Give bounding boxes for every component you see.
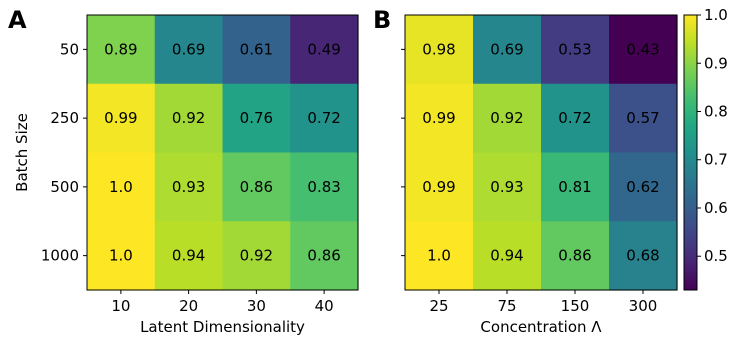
colorbar-tick-label: 1.0 xyxy=(704,6,728,24)
x-tick-label: 300 xyxy=(629,297,658,315)
panel-label: A xyxy=(8,6,27,34)
heatmap-cell xyxy=(290,15,359,85)
axes-frame xyxy=(86,14,359,291)
heatmap-cell xyxy=(222,15,291,85)
cell-value-label: 0.61 xyxy=(240,40,273,58)
cell-value-label: 1.0 xyxy=(109,178,133,196)
heatmap-cell xyxy=(473,83,542,154)
cell-value-label: 1.0 xyxy=(109,247,133,265)
cell-value-label: 0.86 xyxy=(240,178,273,196)
cell-value-label: 0.99 xyxy=(422,109,455,127)
x-axis-label: Concentration Λ xyxy=(480,318,602,336)
heatmap-cell xyxy=(405,152,474,222)
cell-value-label: 0.83 xyxy=(307,178,340,196)
y-tick-label: 50 xyxy=(60,40,79,58)
x-tick-label: 75 xyxy=(497,297,516,315)
cell-value-label: 0.92 xyxy=(240,247,273,265)
cell-value-label: 0.86 xyxy=(558,247,591,265)
colorbar-tick-label: 0.7 xyxy=(704,151,728,169)
cell-value-label: 0.72 xyxy=(307,109,340,127)
cell-value-label: 0.81 xyxy=(558,178,591,196)
heatmap-cell xyxy=(541,152,610,222)
heatmap-panel-b: 0.98 0.69 0.53 0.43 0.99 0.92 0.72 0.57 0.99 0.93… xyxy=(373,6,678,336)
colorbar-tick-label: 0.9 xyxy=(704,54,728,72)
cell-value-label: 0.99 xyxy=(422,178,455,196)
y-tick-label: 500 xyxy=(50,178,79,196)
heatmap-cell xyxy=(290,152,359,222)
heatmap-cell xyxy=(87,83,156,154)
y-axis-label: Batch Size xyxy=(13,113,31,192)
colorbar: 0.5 0.6 0.7 0.8 0.9 1.0 xyxy=(683,6,728,291)
heatmap-cell xyxy=(222,83,291,154)
heatmap-cell xyxy=(154,221,224,291)
heatmap-cell xyxy=(87,152,156,222)
cell-value-label: 0.92 xyxy=(172,109,205,127)
cell-value-label: 0.43 xyxy=(626,40,659,58)
cell-value-label: 0.53 xyxy=(558,40,591,58)
cell-value-label: 0.98 xyxy=(422,40,455,58)
x-tick-label: 150 xyxy=(561,297,590,315)
colorbar-tick-label: 0.8 xyxy=(704,102,728,120)
heatmap-cell xyxy=(609,221,678,291)
heatmap-cell xyxy=(609,152,678,222)
heatmap-cell xyxy=(154,15,224,85)
heatmap-cell xyxy=(154,152,224,222)
colorbar-tick-label: 0.6 xyxy=(704,199,728,217)
x-tick-label: 30 xyxy=(247,297,266,315)
heatmap-cell xyxy=(541,221,610,291)
cell-value-label: 0.89 xyxy=(104,40,137,58)
cell-value-label: 0.94 xyxy=(172,247,205,265)
heatmap-cell xyxy=(405,221,474,291)
y-tick-label: 1000 xyxy=(41,247,79,265)
heatmap-cell xyxy=(541,15,610,85)
heatmap-cell xyxy=(87,221,156,291)
heatmap-cell xyxy=(87,15,156,85)
heatmap-cell xyxy=(473,221,542,291)
cell-value-label: 0.68 xyxy=(626,247,659,265)
heatmap-cell xyxy=(222,152,291,222)
heatmap-cell xyxy=(290,221,359,291)
heatmap-cell xyxy=(473,15,542,85)
x-tick-label: 20 xyxy=(179,297,198,315)
heatmap-cell xyxy=(405,83,474,154)
cell-value-label: 0.69 xyxy=(172,40,205,58)
cell-value-label: 0.93 xyxy=(490,178,523,196)
cell-value-label: 0.76 xyxy=(240,109,273,127)
cell-value-label: 0.99 xyxy=(104,109,137,127)
heatmap-cell xyxy=(473,152,542,222)
colorbar-frame xyxy=(683,14,698,291)
panel-label: B xyxy=(373,6,391,34)
heatmap-cell xyxy=(154,83,224,154)
heatmap-cell xyxy=(290,83,359,154)
cell-value-label: 0.86 xyxy=(307,247,340,265)
cell-value-label: 0.94 xyxy=(490,247,523,265)
cell-value-label: 0.62 xyxy=(626,178,659,196)
cell-value-label: 0.57 xyxy=(626,109,659,127)
heatmap-cell xyxy=(609,15,678,85)
x-tick-label: 25 xyxy=(429,297,448,315)
x-axis-label: Latent Dimensionality xyxy=(140,318,305,336)
heatmap-cell xyxy=(405,15,474,85)
x-tick-label: 40 xyxy=(315,297,334,315)
colorbar-tick-label: 0.5 xyxy=(704,247,728,265)
heatmap-panel-a: 0.89 0.69 0.61 0.49 0.99 0.92 0.76 0.72 1.0 0.93 0… xyxy=(8,6,359,336)
x-tick-label: 10 xyxy=(111,297,130,315)
heatmap-cell xyxy=(609,83,678,154)
y-tick-label: 250 xyxy=(50,109,79,127)
cell-value-label: 0.69 xyxy=(490,40,523,58)
colorbar-gradient xyxy=(684,15,697,290)
cell-value-label: 0.92 xyxy=(490,109,523,127)
heatmap-cell xyxy=(222,221,291,291)
cell-value-label: 1.0 xyxy=(427,247,451,265)
cell-value-label: 0.72 xyxy=(558,109,591,127)
axes-frame xyxy=(404,14,678,291)
cell-value-label: 0.93 xyxy=(172,178,205,196)
cell-value-label: 0.49 xyxy=(307,40,340,58)
heatmap-cell xyxy=(541,83,610,154)
